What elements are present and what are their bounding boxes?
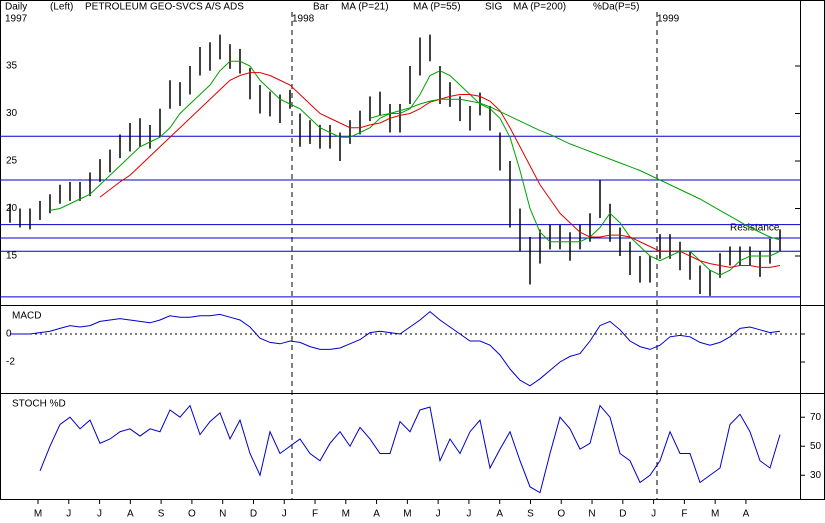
x-tick-label: J bbox=[66, 509, 71, 520]
legend-entry: MA (P=200) bbox=[513, 2, 566, 13]
panel-title: STOCH %D bbox=[12, 399, 66, 410]
legend-entry: %Da(P=5) bbox=[593, 2, 639, 13]
x-tick-label: J bbox=[97, 509, 102, 520]
legend-entry: Bar bbox=[313, 2, 329, 13]
x-tick-label: D bbox=[619, 509, 626, 520]
indicator-line bbox=[39, 404, 781, 494]
moving-average bbox=[369, 98, 781, 241]
x-tick-label: O bbox=[557, 509, 565, 520]
annotation: Resistance bbox=[730, 223, 780, 234]
x-tick-label: A bbox=[127, 509, 134, 520]
y-tick-label: 30 bbox=[810, 470, 822, 481]
y-tick-label: 50 bbox=[810, 441, 822, 452]
y-tick-label: 0 bbox=[6, 329, 12, 340]
y-tick-label: 25 bbox=[6, 156, 18, 167]
legend-entry: MA (P=55) bbox=[413, 2, 461, 13]
y-tick-label: 70 bbox=[810, 412, 822, 423]
x-tick-label: M bbox=[34, 509, 42, 520]
x-tick-label: A bbox=[743, 509, 750, 520]
x-tick-label: O bbox=[188, 509, 196, 520]
periodicity: Daily bbox=[5, 2, 27, 13]
indicator-line bbox=[10, 310, 781, 387]
x-tick-label: S bbox=[158, 509, 165, 520]
y-tick-label: 30 bbox=[6, 108, 18, 119]
moving-average bbox=[49, 60, 781, 276]
y-tick-label: -2 bbox=[6, 357, 15, 368]
x-tick-label: D bbox=[250, 509, 257, 520]
legend-entry: SIG bbox=[485, 2, 502, 13]
x-tick-label: M bbox=[403, 509, 411, 520]
x-tick-label: J bbox=[466, 509, 471, 520]
year-label: 1999 bbox=[657, 14, 680, 25]
x-tick-label: A bbox=[496, 509, 503, 520]
x-tick-label: N bbox=[219, 509, 226, 520]
x-tick-label: F bbox=[681, 509, 687, 520]
y-tick-label: 15 bbox=[6, 251, 18, 262]
year-label: 1998 bbox=[292, 14, 315, 25]
chart-title: PETROLEUM GEO-SVCS A/S ADS bbox=[85, 2, 244, 13]
x-tick-label: J bbox=[436, 509, 441, 520]
x-tick-label: M bbox=[711, 509, 719, 520]
x-tick-label: F bbox=[312, 509, 318, 520]
x-tick-label: J bbox=[282, 509, 287, 520]
x-tick-label: A bbox=[373, 509, 380, 520]
x-tick-label: M bbox=[342, 509, 350, 520]
scale-side: (Left) bbox=[50, 2, 73, 13]
year-label: 1997 bbox=[5, 14, 28, 25]
x-tick-label: S bbox=[527, 509, 534, 520]
panel-title: MACD bbox=[12, 311, 41, 322]
y-tick-label: 20 bbox=[6, 203, 18, 214]
x-tick-label: J bbox=[651, 509, 656, 520]
x-tick-label: N bbox=[588, 509, 595, 520]
y-tick-label: 35 bbox=[6, 61, 18, 72]
legend-entry: MA (P=21) bbox=[341, 2, 389, 13]
